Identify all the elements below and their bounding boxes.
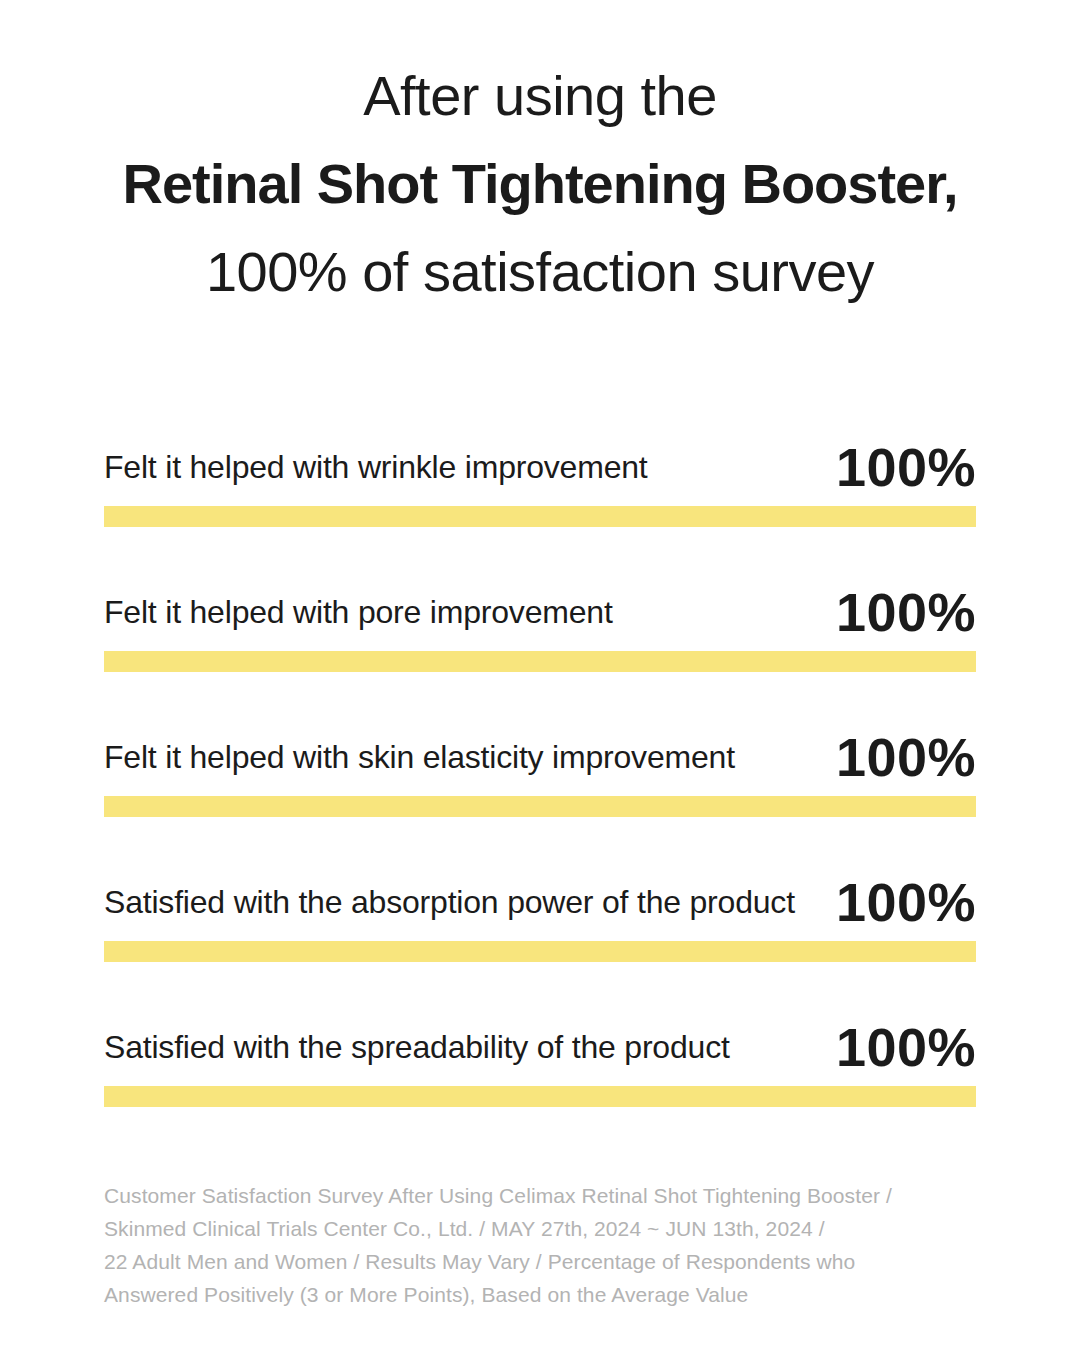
survey-item-label: Satisfied with the spreadability of the … (104, 1026, 730, 1069)
disclaimer-text: Customer Satisfaction Survey After Using… (104, 1179, 976, 1311)
satisfaction-bar-track (104, 506, 976, 527)
disclaimer-line: 22 Adult Men and Women / Results May Var… (104, 1245, 976, 1278)
survey-item-label: Satisfied with the absorption power of t… (104, 881, 795, 924)
disclaimer-line: Skinmed Clinical Trials Center Co., Ltd.… (104, 1212, 976, 1245)
satisfaction-bar-track (104, 941, 976, 962)
satisfaction-bar (104, 941, 976, 962)
survey-item-label: Felt it helped with wrinkle improvement (104, 446, 648, 489)
disclaimer-line: Answered Positively (3 or More Points), … (104, 1278, 976, 1311)
survey-item-value: 100% (836, 585, 976, 639)
satisfaction-bar-track (104, 651, 976, 672)
satisfaction-bar-track (104, 796, 976, 817)
survey-infographic: After using the Retinal Shot Tightening … (0, 0, 1080, 1350)
title-line-1: After using the (0, 52, 1080, 140)
satisfaction-bar-track (104, 1086, 976, 1107)
title-line-2-product-name: Retinal Shot Tightening Booster, (0, 140, 1080, 228)
survey-results-list: Felt it helped with wrinkle improvement … (104, 440, 976, 1107)
satisfaction-bar (104, 796, 976, 817)
survey-item-value: 100% (836, 875, 976, 929)
survey-row-elasticity: Felt it helped with skin elasticity impr… (104, 730, 976, 817)
survey-item-value: 100% (836, 730, 976, 784)
survey-row-spreadability: Satisfied with the spreadability of the … (104, 1020, 976, 1107)
satisfaction-bar (104, 651, 976, 672)
page-title: After using the Retinal Shot Tightening … (0, 0, 1080, 316)
title-line-3: 100% of satisfaction survey (0, 228, 1080, 316)
survey-row-absorption: Satisfied with the absorption power of t… (104, 875, 976, 962)
satisfaction-bar (104, 506, 976, 527)
satisfaction-bar (104, 1086, 976, 1107)
disclaimer-line: Customer Satisfaction Survey After Using… (104, 1179, 976, 1212)
survey-item-value: 100% (836, 440, 976, 494)
survey-item-label: Felt it helped with pore improvement (104, 591, 613, 634)
survey-item-label: Felt it helped with skin elasticity impr… (104, 736, 735, 779)
survey-row-wrinkle: Felt it helped with wrinkle improvement … (104, 440, 976, 527)
survey-item-value: 100% (836, 1020, 976, 1074)
survey-row-pore: Felt it helped with pore improvement 100… (104, 585, 976, 672)
